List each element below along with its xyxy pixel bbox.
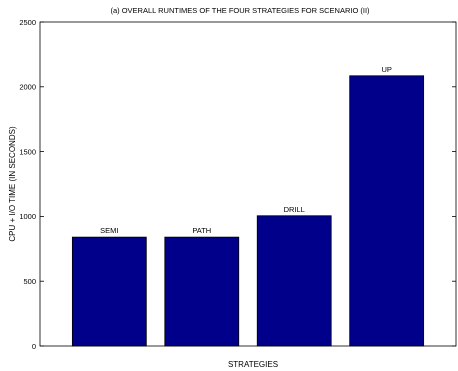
y-tick-label: 500 bbox=[23, 277, 36, 286]
bar-label-up: UP bbox=[381, 65, 391, 74]
bar-path bbox=[164, 236, 240, 347]
bar-semi bbox=[71, 236, 147, 347]
bar-label-path: PATH bbox=[192, 226, 211, 235]
y-axis-label: CPU + I/O TIME (IN SECONDS) bbox=[8, 126, 17, 242]
bar-drill bbox=[256, 215, 332, 347]
plot-frame bbox=[39, 21, 457, 347]
bar-up bbox=[349, 75, 425, 347]
y-tick-label: 2500 bbox=[19, 18, 36, 27]
bars-group bbox=[71, 75, 425, 347]
bar-labels-group: SEMI PATH DRILL UP bbox=[100, 65, 392, 235]
x-axis-label: STRATEGIES bbox=[228, 360, 278, 369]
y-tick-label: 2000 bbox=[19, 83, 36, 92]
bar-label-drill: DRILL bbox=[284, 205, 305, 214]
bar-label-semi: SEMI bbox=[100, 226, 118, 235]
y-tick-label: 0 bbox=[32, 342, 36, 351]
y-axis: 0 500 1000 1500 2000 2500 bbox=[19, 18, 456, 351]
y-tick-label: 1500 bbox=[19, 147, 36, 156]
chart-title: (a) OVERALL RUNTIMES OF THE FOUR STRATEG… bbox=[110, 6, 370, 15]
y-tick-label: 1000 bbox=[19, 212, 36, 221]
